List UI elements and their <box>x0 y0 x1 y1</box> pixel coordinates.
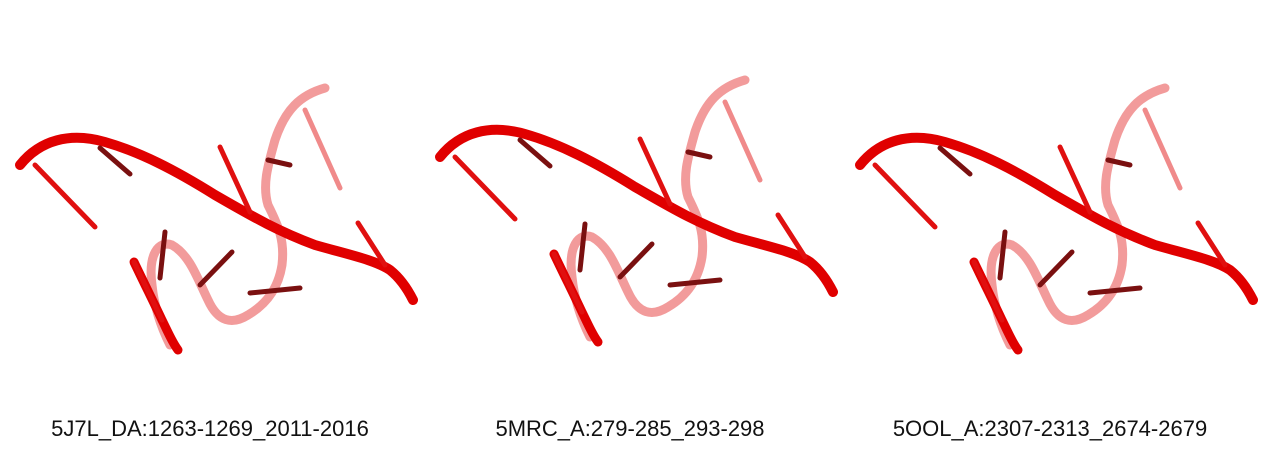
rna-structure-render-3 <box>855 83 1258 355</box>
structure-group <box>855 83 1258 355</box>
base-stick <box>1195 220 1228 268</box>
front-strand <box>435 124 838 297</box>
structure-group <box>15 83 418 355</box>
base-stick <box>775 212 808 260</box>
base-stick <box>617 241 655 280</box>
base-stick <box>637 136 673 207</box>
back-strand <box>986 83 1170 350</box>
back-strand <box>566 75 750 342</box>
base-stick <box>997 229 1008 281</box>
base-stick <box>577 221 588 273</box>
structure-caption-3: 5OOL_A:2307-2313_2674-2679 <box>892 416 1208 441</box>
base-stick <box>1057 144 1093 215</box>
base-stick <box>1087 285 1143 296</box>
front-strand <box>855 132 1258 305</box>
base-stick <box>197 249 235 288</box>
base-stick <box>685 149 713 160</box>
base-stick <box>872 162 938 230</box>
structure-caption-1: 5J7L_DA:1263-1269_2011-2016 <box>51 416 369 441</box>
base-stick <box>32 162 98 230</box>
base-stick <box>551 251 585 315</box>
rna-structure-render-2 <box>435 75 838 347</box>
rna-structure-render-1 <box>15 83 418 355</box>
base-stick <box>937 145 973 177</box>
front-strand <box>15 132 418 305</box>
base-stick <box>722 99 763 183</box>
base-stick <box>97 145 133 177</box>
structure-group <box>435 75 838 347</box>
structure-caption-2: 5MRC_A:279-285_293-298 <box>495 416 765 441</box>
base-stick <box>667 277 723 288</box>
structure-panel-1: 5J7L_DA:1263-1269_2011-2016 <box>0 0 420 460</box>
structure-panel-2: 5MRC_A:279-285_293-298 <box>420 0 840 460</box>
base-stick <box>971 259 1005 323</box>
base-stick <box>1105 157 1133 168</box>
base-stick <box>265 157 293 168</box>
base-stick <box>157 229 168 281</box>
base-stick <box>517 137 553 169</box>
base-stick <box>217 144 253 215</box>
base-stick <box>247 285 303 296</box>
base-stick <box>131 259 165 323</box>
structure-panel-3: 5OOL_A:2307-2313_2674-2679 <box>840 0 1260 460</box>
base-stick <box>1037 249 1075 288</box>
base-stick <box>1142 107 1183 191</box>
back-strand <box>146 83 330 350</box>
base-stick <box>302 107 343 191</box>
base-stick <box>355 220 388 268</box>
base-stick <box>452 154 518 222</box>
